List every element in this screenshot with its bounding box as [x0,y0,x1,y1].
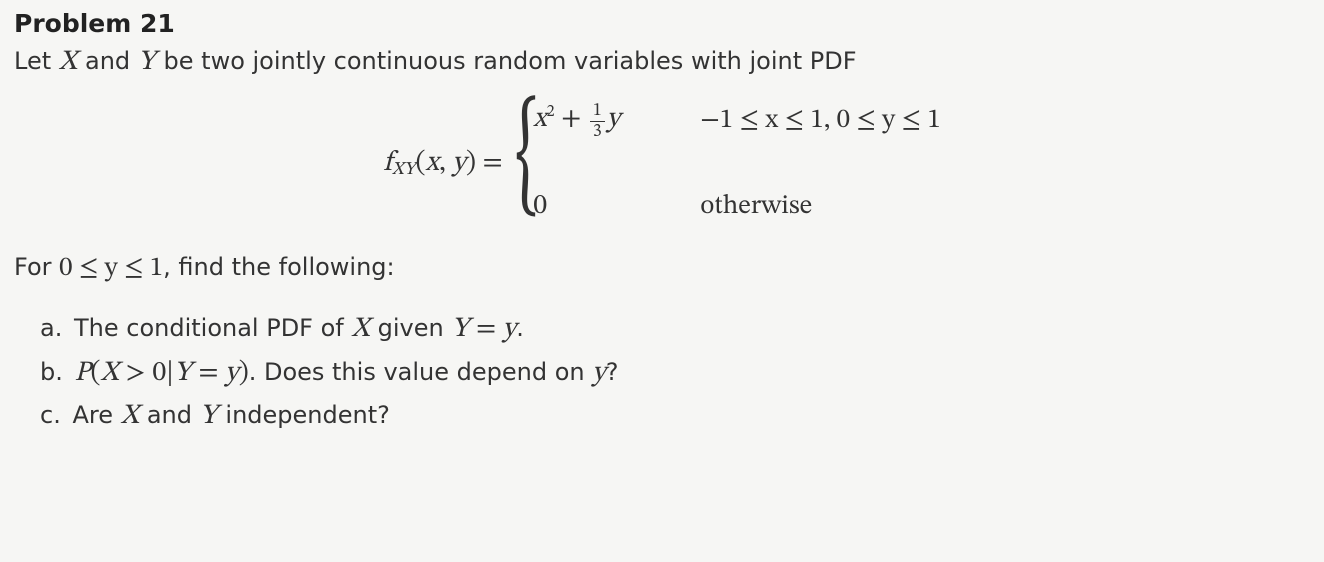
problem-title: Problem 21 [14,6,1310,41]
case1-fraction: 13 [590,102,605,141]
part-a-yval: y [503,315,517,343]
part-c-Y: Y [200,402,218,430]
intro-text-post: be two jointly continuous random variabl… [156,47,857,75]
lhs-paren-close-eq: ) = [466,149,503,177]
part-a-pre: The conditional PDF of [74,314,351,342]
case2-condition: otherwise [700,188,940,226]
part-a: a. The conditional PDF of X given Y = y. [40,308,1310,351]
part-b-gt0: > 0 [119,359,166,387]
subparts-list: a. The conditional PDF of X given Y = y.… [14,308,1310,438]
mid-post: , find the following: [163,253,394,281]
part-b-open: ( [90,359,100,387]
part-a-var-x: X [351,315,370,343]
intro-text-mid: and [77,47,137,75]
part-b-label: b. [40,358,63,386]
part-a-mid: given [370,314,451,342]
lhs-paren-open: ( [416,149,426,177]
problem-intro: Let X and Y be two jointly continuous ra… [14,43,1310,82]
fraction-den: 3 [590,122,605,141]
part-b-yvar: y [592,359,606,387]
part-b-Y: Y [174,359,192,387]
part-b-tail-post: ? [606,358,619,386]
case2-expression: 0 [533,187,620,226]
lhs-comma: , [439,149,452,177]
variable-x: X [59,48,78,76]
part-c-label: c. [40,401,61,429]
part-c: c. Are X and Y independent? [40,395,1310,438]
part-c-pre: Are [72,401,120,429]
part-b-P: P [75,359,91,387]
part-b-X: X [100,359,119,387]
part-b-tail-pre: . Does this value depend on [249,358,593,386]
formula-lhs: fXY(x, y) = [383,144,502,183]
case1-condition: −1 ≤ x ≤ 1, 0 ≤ y ≤ 1 [700,102,940,140]
part-b: b. P(X > 0|Y = y). Does this value depen… [40,352,1310,395]
piecewise-cases: x2 + 13y −1 ≤ x ≤ 1, 0 ≤ y ≤ 1 0 otherwi… [533,100,940,226]
part-c-X: X [121,402,140,430]
variable-y: Y [138,48,156,76]
part-b-close: ) [239,359,249,387]
part-a-post: . [516,314,524,342]
part-a-label: a. [40,314,62,342]
lhs-arg-y: y [452,149,466,177]
case1-sup: 2 [547,104,555,120]
intro-text-pre: Let [14,47,59,75]
part-c-mid: and [139,401,199,429]
lhs-func: f [383,149,392,177]
part-a-eq: = [469,315,502,343]
fraction-num: 1 [590,102,605,122]
case1-expression: x2 + 13y [533,100,620,141]
problem-block: Problem 21 Let X and Y be two jointly co… [0,0,1324,448]
joint-pdf-formula: fXY(x, y) = { x2 + 13y −1 ≤ x ≤ 1, 0 ≤ y… [14,100,1310,226]
part-b-bar: | [166,359,173,387]
piecewise-brace-icon: { [515,102,538,212]
part-b-y: y [225,359,239,387]
part-a-Y: Y [451,315,469,343]
lhs-arg-x: x [426,149,439,177]
mid-pre: For [14,253,59,281]
prompt-for-range: For 0 ≤ y ≤ 1, find the following: [14,250,1310,288]
lhs-subscript: XY [392,161,416,179]
case1-y: y [607,105,621,133]
part-c-post: independent? [218,401,390,429]
part-b-eq: = [192,359,225,387]
case1-plus: + [555,105,588,133]
mid-inequality: 0 ≤ y ≤ 1 [59,255,163,282]
